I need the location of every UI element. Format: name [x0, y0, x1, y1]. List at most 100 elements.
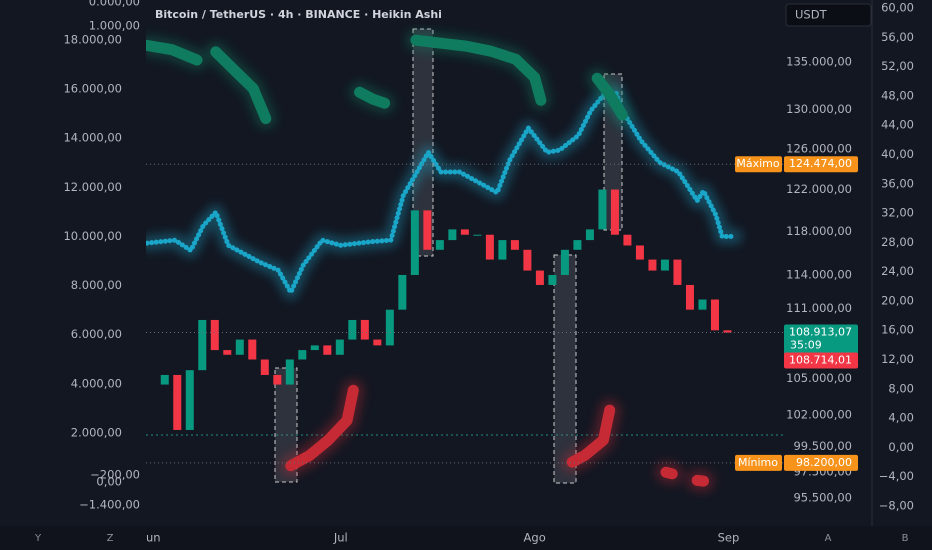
- candle: [410, 210, 419, 275]
- candle: [523, 249, 532, 271]
- candle: [223, 350, 232, 355]
- inner-axis-label: −200,00: [90, 468, 140, 482]
- y2-tick-label: 99.500,00: [793, 439, 852, 453]
- candle: [398, 274, 407, 310]
- y-tick-label: 14.000,00: [63, 131, 122, 145]
- y2-tick-label: 130.000,00: [786, 102, 852, 116]
- candle: [723, 330, 732, 333]
- marker-value-box: [784, 156, 858, 173]
- y-tick-label: 2.000,00: [71, 425, 122, 439]
- x-tick-label: Ago: [524, 531, 546, 545]
- y-tick-label: 6.000,00: [71, 327, 122, 341]
- y3-tick-label: 12,00: [881, 352, 914, 366]
- bottom-button[interactable]: Y: [34, 533, 42, 544]
- y3-tick-label: 52,00: [881, 59, 914, 73]
- indicator-line: [146, 89, 738, 295]
- y-tick-label: 4.000,00: [71, 376, 122, 390]
- y3-tick-label: 16,00: [881, 323, 914, 337]
- candle: [623, 234, 632, 246]
- candle: [298, 350, 307, 360]
- candle: [685, 284, 694, 310]
- y3-tick-label: 60,00: [881, 1, 914, 15]
- candle: [548, 274, 557, 285]
- candle: [535, 270, 544, 285]
- inner-axis-label: 1.000,00: [89, 19, 140, 33]
- candle: [248, 339, 257, 360]
- candle: [585, 229, 594, 241]
- marker-tag: [735, 454, 782, 471]
- y3-tick-label: 8,00: [888, 381, 914, 395]
- y2-tick-label: 105.000,00: [786, 371, 852, 385]
- marker-value: 98.200,00: [796, 456, 852, 469]
- bottom-button[interactable]: B: [902, 533, 909, 544]
- y3-tick-label: 56,00: [881, 30, 914, 44]
- candle: [473, 234, 482, 236]
- last-price: 108.913,07: [789, 325, 852, 338]
- bottom-button[interactable]: A: [825, 533, 832, 544]
- y-tick-label: 0,00: [96, 475, 122, 489]
- y3-tick-label: 20,00: [881, 293, 914, 307]
- y2-tick-label: 102.000,00: [786, 408, 852, 422]
- prev-price-box: [784, 352, 858, 369]
- chart-title: Bitcoin / TetherUS · 4h · BINANCE · Heik…: [155, 8, 442, 21]
- candle: [348, 319, 357, 340]
- candle: [323, 345, 332, 355]
- y3-tick-label: 40,00: [881, 147, 914, 161]
- indicator-line: [146, 34, 628, 125]
- indicator-line: [285, 384, 709, 487]
- candle: [198, 319, 207, 371]
- y3-tick-label: 4,00: [888, 411, 914, 425]
- y-tick-label: 12.000,00: [63, 180, 122, 194]
- currency-button[interactable]: [785, 3, 872, 27]
- candle: [273, 374, 282, 385]
- candle: [448, 229, 457, 241]
- candle: [185, 370, 194, 430]
- candle: [485, 234, 494, 260]
- candle: [160, 374, 169, 385]
- x-tick-label: Jul: [333, 531, 348, 545]
- marker-text: Máximo: [736, 157, 780, 170]
- candle: [598, 189, 607, 230]
- candle: [335, 339, 344, 355]
- marker-text: Mínimo: [738, 456, 778, 469]
- y3-tick-label: 0,00: [888, 440, 914, 454]
- y3-tick-label: 48,00: [881, 88, 914, 102]
- y2-tick-label: 135.000,00: [786, 55, 852, 69]
- bottom-button[interactable]: Z: [107, 533, 114, 544]
- candle: [510, 240, 519, 250]
- candle: [435, 240, 444, 250]
- y-tick-label: 16.000,00: [63, 82, 122, 96]
- inner-axis-label: 0.000,00: [89, 0, 140, 9]
- prev-price: 108.714,01: [789, 353, 852, 366]
- y-tick-label: 8.000,00: [71, 278, 122, 292]
- candle: [285, 359, 294, 385]
- candle: [385, 309, 394, 346]
- zone: [553, 254, 577, 484]
- y-tick-label: 10.000,00: [63, 229, 122, 243]
- candle: [460, 229, 469, 235]
- y3-tick-label: 28,00: [881, 235, 914, 249]
- candle: [373, 339, 382, 346]
- candle: [210, 319, 219, 351]
- last-price-box: [784, 324, 858, 355]
- candle: [673, 259, 682, 285]
- y3-tick-label: 44,00: [881, 118, 914, 132]
- candle: [660, 259, 669, 271]
- y2-tick-label: 111.000,00: [786, 301, 852, 315]
- candle: [710, 299, 719, 331]
- candle: [173, 374, 182, 430]
- marker-value: 124.474,00: [789, 157, 852, 170]
- y2-tick-label: 95.500,00: [793, 491, 852, 505]
- y3-tick-label: 24,00: [881, 264, 914, 278]
- countdown: 35:09: [790, 338, 822, 351]
- candle: [635, 245, 644, 260]
- y2-tick-label: 126.000,00: [786, 141, 852, 155]
- x-tick-label: Sep: [718, 531, 740, 545]
- bottom-bar: [0, 526, 932, 550]
- y-tick-label: 18.000,00: [63, 33, 122, 47]
- currency-label[interactable]: USDT: [795, 8, 828, 22]
- candle: [560, 249, 569, 275]
- y3-tick-label: −4,00: [879, 469, 914, 483]
- candle: [610, 189, 619, 235]
